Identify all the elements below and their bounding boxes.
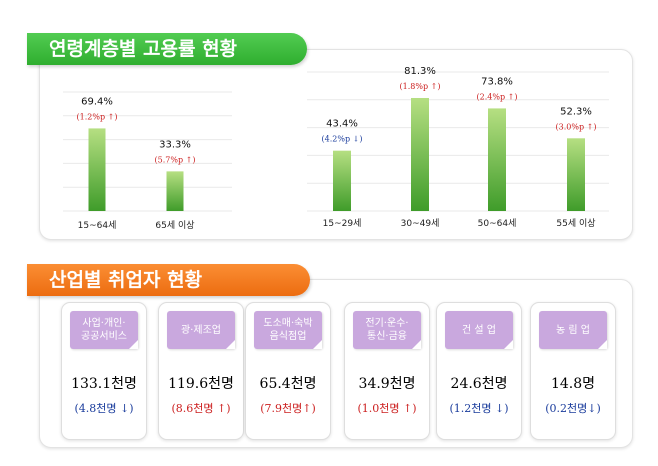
industry-card: 광·제조업 119.6천명 (8.6천명 ↑) — [158, 302, 244, 440]
bar-65세 이상 — [166, 171, 184, 211]
change-label: (2.4%p ↑) — [477, 92, 518, 101]
folded-corner-icon — [412, 340, 421, 349]
value-label: 33.3% — [159, 139, 191, 150]
category-label: 55세 이상 — [556, 218, 595, 229]
industry-change: (1.0천명 ↑) — [357, 402, 417, 415]
industry-name: 농 림 업 — [539, 311, 607, 349]
chart-age-detailed: 43.4% (4.2%p ↓) 15~29세 81.3% (1.8%p ↑) 30~49세… — [307, 66, 609, 229]
category-label: 15~64세 — [78, 220, 117, 231]
industry-name: 사업·개인· 공공서비스 — [70, 311, 138, 349]
bar-50~64세 — [488, 108, 506, 211]
folded-corner-icon — [598, 340, 607, 349]
bar-15~64세 — [88, 128, 106, 211]
industry-name: 도소매·숙박 음식점업 — [254, 311, 322, 349]
industry-change: (7.9천명↑) — [260, 402, 316, 415]
category-label: 15~29세 — [323, 218, 362, 229]
bar-30~49세 — [411, 97, 429, 211]
change-label: (1.8%p ↑) — [400, 82, 441, 91]
industry-change: (8.6천명 ↑) — [171, 402, 231, 415]
industry-card: 농 림 업 14.8명 (0.2천명↓) — [530, 302, 616, 440]
industry-name: 광·제조업 — [167, 311, 235, 349]
value-label: 43.4% — [326, 119, 358, 130]
industry-count: 119.6천명 — [168, 376, 234, 392]
industry-change: (1.2천명 ↓) — [449, 402, 509, 415]
industry-change: (0.2천명↓) — [545, 402, 601, 415]
folded-corner-icon — [504, 340, 513, 349]
industry-change: (4.8천명 ↓) — [74, 402, 134, 415]
industry-count: 65.4천명 — [259, 376, 317, 392]
industry-card: 사업·개인· 공공서비스 133.1천명 (4.8천명 ↓) — [61, 302, 147, 440]
industry-card: 도소매·숙박 음식점업 65.4천명 (7.9천명↑) — [245, 302, 331, 440]
change-label: (1.2%p ↑) — [77, 112, 118, 121]
folded-corner-icon — [313, 340, 322, 349]
value-label: 69.4% — [81, 96, 113, 107]
bar-55세 이상 — [567, 138, 585, 211]
industry-card: 건 설 업 24.6천명 (1.2천명 ↓) — [436, 302, 522, 440]
change-label: (3.0%p ↑) — [556, 122, 597, 131]
industry-card: 전기·운수· 통신·금융 34.9천명 (1.0천명 ↑) — [344, 302, 430, 440]
industry-count: 133.1천명 — [71, 376, 137, 392]
age-employment-title: 연령계층별 고용률 현황 — [27, 33, 307, 65]
change-label: (5.7%p ↑) — [155, 155, 196, 164]
industry-name: 건 설 업 — [445, 311, 513, 349]
category-label: 65세 이상 — [155, 220, 194, 231]
value-label: 73.8% — [481, 76, 513, 87]
industry-employment-title: 산업별 취업자 현황 — [27, 264, 310, 296]
value-label: 52.3% — [560, 106, 592, 117]
change-label: (4.2%p ↓) — [322, 135, 363, 144]
category-label: 30~49세 — [401, 218, 440, 229]
value-label: 81.3% — [404, 66, 436, 77]
industry-count: 24.6천명 — [450, 376, 508, 392]
chart-age-broad: 69.4% (1.2%p ↑) 15~64세 33.3% (5.7%p ↑) 65세 이상 — [63, 91, 232, 231]
industry-count: 14.8명 — [550, 376, 596, 392]
industry-name: 전기·운수· 통신·금융 — [353, 311, 421, 349]
folded-corner-icon — [129, 340, 138, 349]
industry-count: 34.9천명 — [358, 376, 416, 392]
folded-corner-icon — [226, 340, 235, 349]
category-label: 50~64세 — [478, 218, 517, 229]
bar-15~29세 — [333, 150, 351, 211]
